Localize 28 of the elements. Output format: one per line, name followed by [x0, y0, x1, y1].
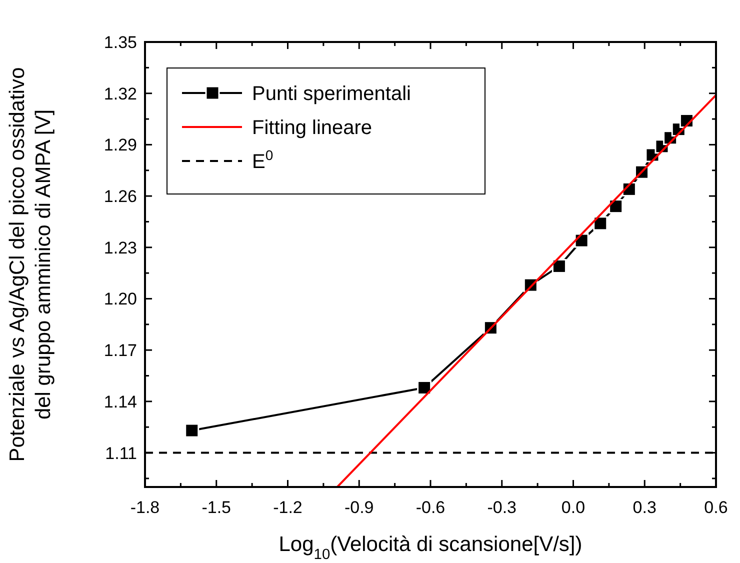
x-tick-label: 0.3 [632, 498, 656, 517]
y-tick-label: 1.29 [104, 136, 137, 155]
x-axis-title: Log$_{10}$(Velocità di scansione[V/s]) [278, 533, 582, 563]
legend-label: E$^{0}$ [252, 147, 274, 173]
y-tick-label: 1.32 [104, 84, 137, 104]
x-tick-label: 0.0 [561, 498, 586, 517]
legend-label: Fitting lineare [252, 117, 372, 139]
y-tick-label: 1.14 [104, 392, 137, 412]
x-tick-label: 0.6 [704, 498, 728, 517]
point [184, 423, 200, 438]
x-tick-label: -1.5 [202, 498, 232, 517]
y-tick-label: 1.11 [105, 444, 137, 463]
x-tick-label: -1.2 [273, 498, 302, 517]
x-tick-label: -1.8 [130, 498, 160, 517]
y-tick-label: 1.26 [104, 187, 137, 206]
point [417, 380, 432, 395]
y-tick-label: 1.17 [104, 341, 137, 360]
point [608, 199, 624, 214]
x-tick-label: -0.3 [487, 498, 517, 517]
point [552, 258, 566, 274]
point [593, 216, 608, 231]
y-tick-label: 1.35 [104, 33, 137, 52]
y-tick-label: 1.20 [104, 290, 137, 309]
legend-label: Punti sperimentali [252, 83, 411, 105]
x-tick-label: -0.6 [416, 498, 446, 517]
x-tick-label: -0.9 [344, 498, 374, 517]
y-axis-title: Potenziale vs Ag/AgCl del picco ossidativo del gruppo amminico di AMPA [V] [6, 67, 55, 462]
y-tick-label: 1.23 [104, 238, 137, 258]
